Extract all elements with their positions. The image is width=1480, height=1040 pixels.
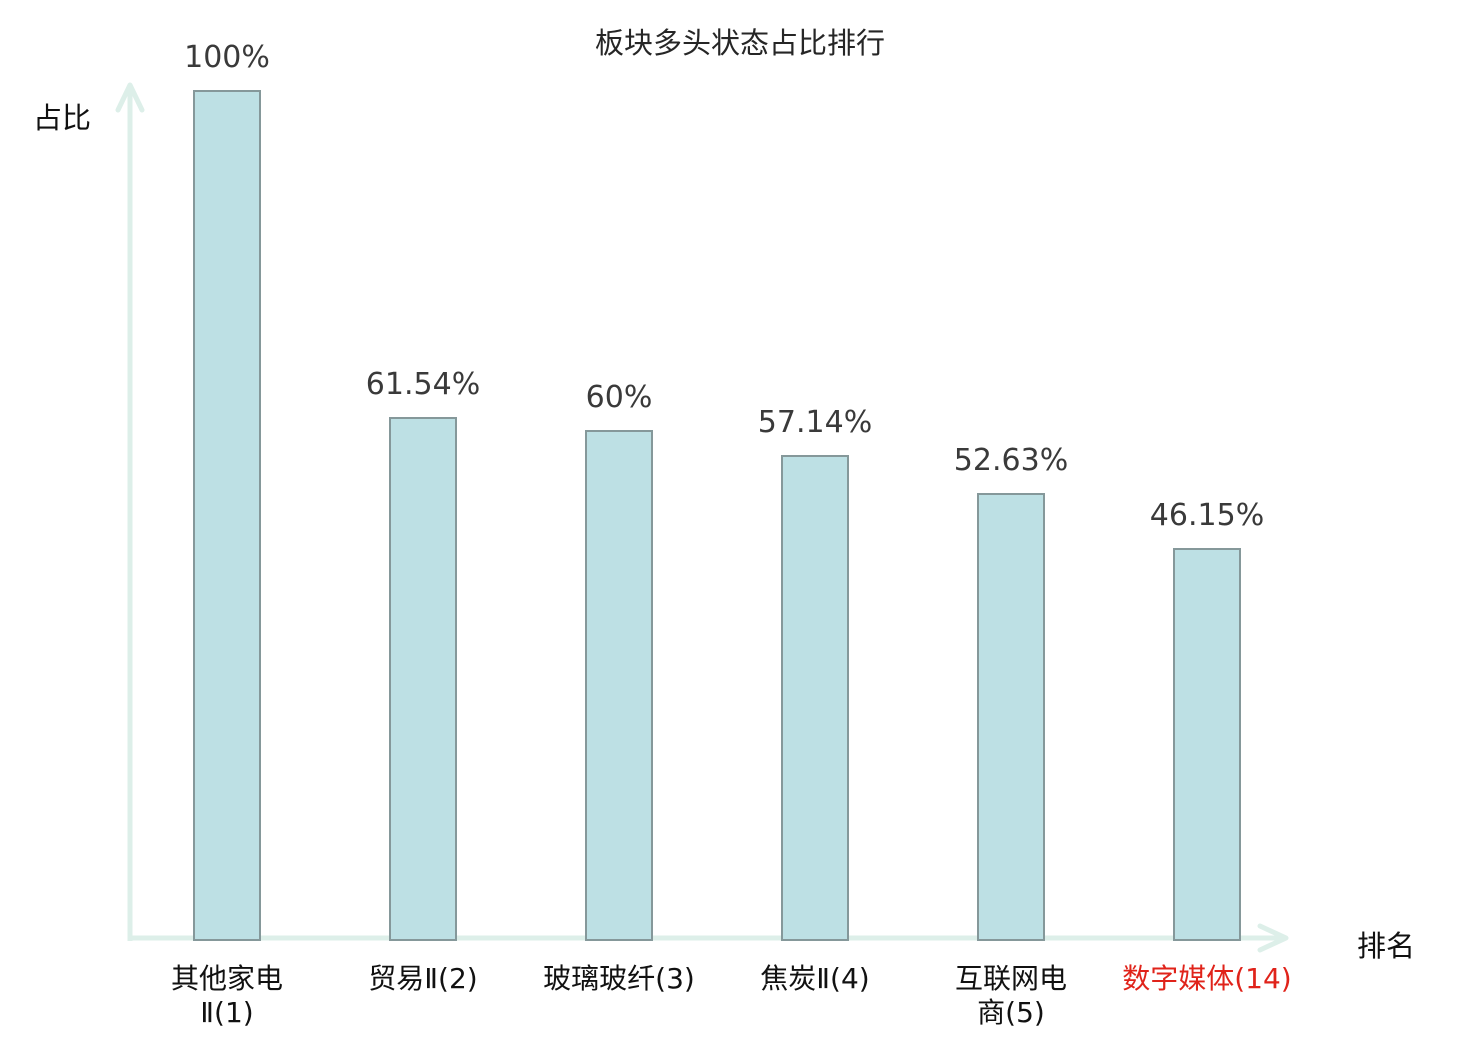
bar-value-label-3: 60% (585, 380, 653, 416)
bar-value-label-1: 100% (184, 40, 270, 75)
category-label-line: 焦炭Ⅱ(4) (760, 962, 870, 995)
bar-6 (1173, 548, 1241, 941)
category-label-3: 玻璃玻纤(3) (543, 962, 695, 996)
y-axis-arrow-icon (115, 82, 145, 113)
bar-value-label-4: 57.14% (757, 404, 873, 440)
bar-3 (585, 430, 653, 941)
category-label-2: 贸易Ⅱ(2) (368, 962, 477, 996)
category-label-line: 玻璃玻纤(3) (543, 962, 695, 995)
category-label-4: 焦炭Ⅱ(4) (760, 962, 869, 996)
bar-2 (389, 417, 457, 941)
bar-5 (977, 493, 1045, 941)
x-axis-arrow-icon (1257, 923, 1289, 953)
bar-value-label-2: 61.54% (365, 367, 481, 403)
bar-4 (781, 454, 849, 941)
bar-1 (193, 90, 261, 941)
bar-value-label-5: 52.63% (953, 443, 1069, 479)
category-label-line: 商(5) (977, 996, 1045, 1029)
category-label-6: 数字媒体(14) (1122, 962, 1291, 996)
bar-value-label-6: 46.15% (1149, 498, 1265, 534)
category-label-1: 其他家电 Ⅱ(1) (171, 962, 283, 1030)
x-axis-title: 排名 (1357, 929, 1416, 963)
category-label-line: 贸易Ⅱ(2) (368, 962, 478, 995)
category-label-line: 互联网电 (954, 962, 1068, 995)
category-label-5: 互联网电 商(5) (955, 962, 1067, 1030)
category-label-line: Ⅱ(1) (200, 996, 254, 1029)
chart-title: 板块多头状态占比排行 (594, 26, 886, 60)
y-axis-title: 占比 (33, 101, 92, 135)
category-label-line: 其他家电 (170, 962, 284, 995)
category-label-line: 数字媒体(14) (1122, 962, 1292, 995)
